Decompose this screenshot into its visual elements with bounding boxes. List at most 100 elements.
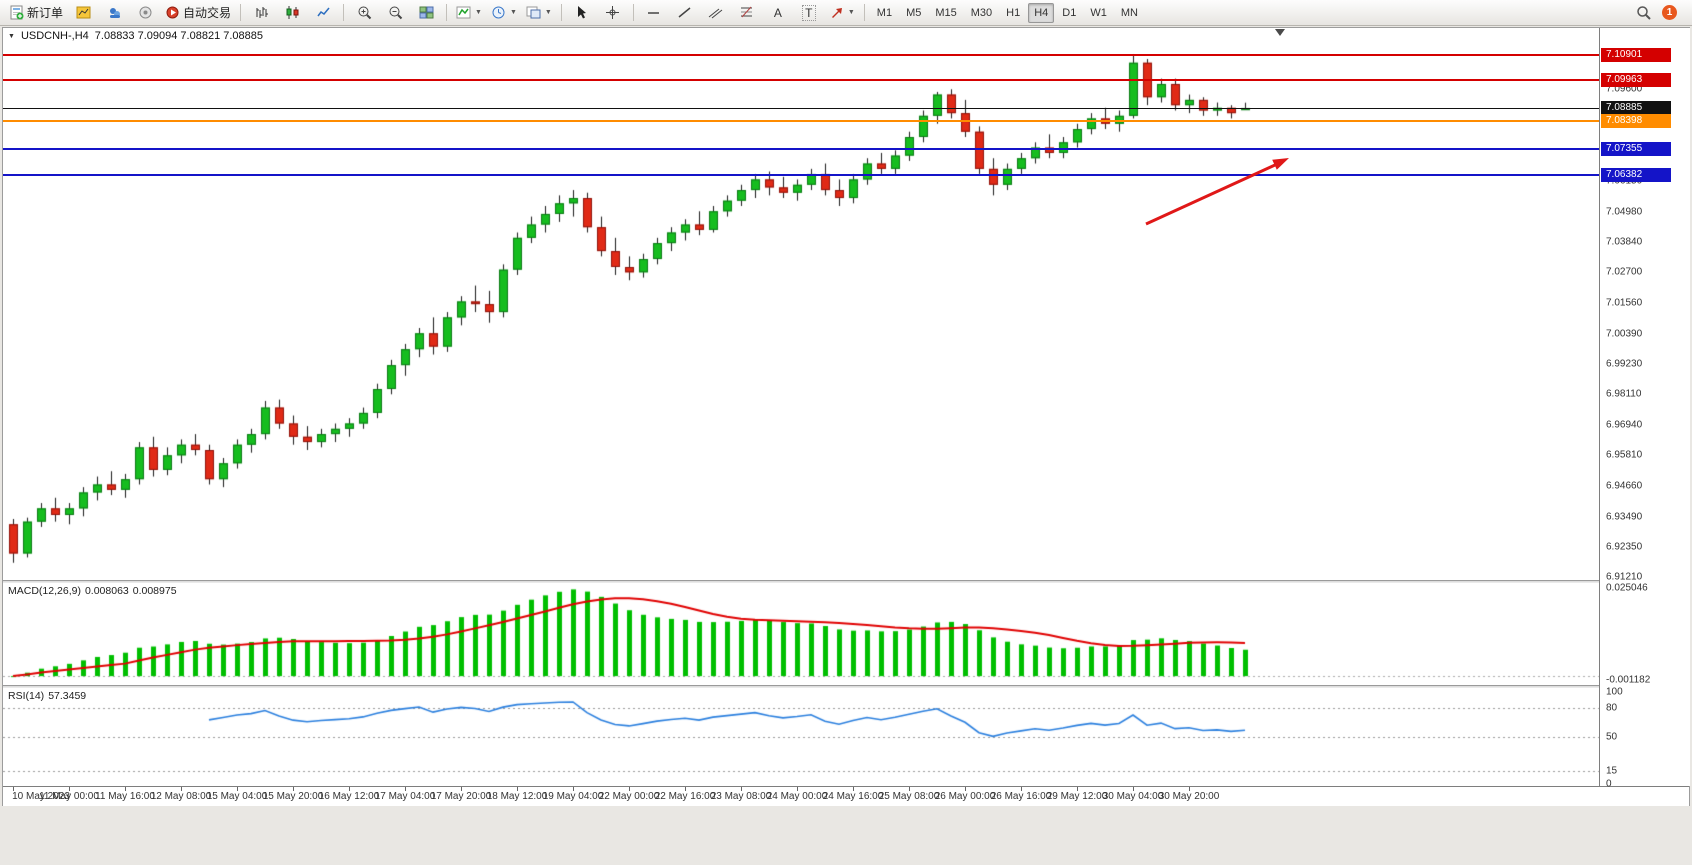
price-axis-label: 7.01560 [1606,297,1643,309]
zoom-in-icon [358,6,371,20]
chart-window: ▼ USDCNH-,H4 7.08833 7.09094 7.08821 7.0… [2,27,1690,806]
autotrading-button[interactable]: 自动交易 [161,1,235,25]
time-axis[interactable]: 10 May 2023 11 May 00:00 11 May 16:00 12 Ma… [3,786,1689,806]
notification-badge[interactable]: 1 [1662,5,1677,20]
price-level-tag: 7.09963 [1601,72,1671,87]
time-axis-label: 12 May 08:00 [150,791,212,802]
timeframe-m1[interactable]: M1 [876,6,893,19]
templates-icon [526,6,541,19]
trendline-icon [678,7,691,18]
current-price-tag: 7.08885 [1601,101,1671,116]
time-axis-tick [1133,787,1134,791]
time-axis-tick [573,787,574,791]
candlestick-chart-button[interactable] [277,1,307,25]
channel-button[interactable] [701,1,731,25]
timeframe-d1[interactable]: D1 [1062,6,1077,19]
text-button[interactable]: A [763,1,793,25]
panel-divider[interactable] [3,580,1689,583]
crosshair-button[interactable] [598,1,628,25]
cursor-button[interactable] [567,1,597,25]
price-level-line[interactable] [3,120,1599,123]
time-axis-tick [797,787,798,791]
trend-arrow-annotation[interactable] [1123,146,1303,238]
timeframe-h4[interactable]: H4 [1028,2,1055,23]
line-chart-button[interactable] [308,1,338,25]
horizontal-line-icon [648,12,660,14]
price-axis-label: 7.03840 [1606,236,1643,248]
new-order-button[interactable]: 新订单 [5,1,67,25]
toolbar-separator [632,4,634,21]
timeframe-w1[interactable]: W1 [1090,6,1107,19]
templates-button[interactable]: ▼ [522,1,556,25]
symbol-period-label: USDCNH-,H4 [20,30,89,42]
time-axis-tick [909,787,910,791]
main-chart-panel[interactable]: ▼ USDCNH-,H4 7.08833 7.09094 7.08821 7.0… [3,28,1599,580]
time-axis-label: 11 May 00:00 [39,791,99,802]
price-level-line[interactable] [3,173,1599,176]
text-label-button[interactable]: T [794,1,824,25]
toolbar-separator [446,4,448,21]
crosshair-icon [606,6,620,19]
price-level-line[interactable] [3,78,1599,81]
macd-canvas[interactable] [3,583,1599,685]
time-axis-tick [125,787,126,791]
price-axis-label: 6.94660 [1606,480,1643,492]
time-axis-label: 19 May 04:00 [542,791,604,802]
time-axis-label: 15 May 04:00 [206,791,268,802]
timeframe-m30[interactable]: M30 [970,6,993,19]
search-icon[interactable] [1636,5,1652,21]
zoom-in-button[interactable] [349,1,379,25]
time-axis-label: 22 May 16:00 [654,791,716,802]
price-scale[interactable]: 7.107407.096007.084507.073107.061507.049… [1599,28,1690,790]
trendline-button[interactable] [670,1,700,25]
time-axis-tick [1021,787,1022,791]
text-tool-icon: A [773,5,782,20]
rsi-canvas[interactable] [3,688,1599,786]
zoom-out-icon [389,6,402,20]
toolbar-separator [863,4,865,21]
new-order-icon [10,5,24,20]
time-axis-tick [293,787,294,791]
macd-axis-label: 0.025046 [1606,582,1648,594]
zoom-out-button[interactable] [380,1,410,25]
tile-windows-button[interactable] [411,1,441,25]
cursor-icon [578,6,587,19]
rsi-label: RSI(14) 57.3459 [8,690,87,702]
profiles-button[interactable] [99,1,129,25]
arrow-tools-button[interactable]: ▼ [825,1,859,25]
timeframe-group: M1 M5 M15 M30 H1 H4 D1 W1 MN [870,2,1145,23]
price-level-tag: 7.08398 [1601,114,1671,129]
chart-title: ▼ USDCNH-,H4 7.08833 7.09094 7.08821 7.0… [8,30,263,42]
indicators-button[interactable]: ▼ [452,1,486,25]
timeframe-h1[interactable]: H1 [1006,6,1021,19]
indicators-icon [456,6,471,19]
timeframe-m15[interactable]: M15 [935,6,957,19]
new-chart-button[interactable] [68,1,98,25]
autotrading-label: 自动交易 [183,6,232,20]
metaeditor-button[interactable] [130,1,160,25]
macd-panel[interactable]: MACD(12,26,9) 0.008063 0.008975 [3,583,1599,685]
fibonacci-button[interactable] [732,1,762,25]
time-axis-tick [461,787,462,791]
time-axis-tick [853,787,854,791]
toolbar-right-group: 1 [1636,5,1687,21]
candlestick-canvas[interactable] [3,28,1599,580]
panel-divider[interactable] [3,685,1689,688]
ohlc-collapse-arrow[interactable]: ▼ [8,32,15,40]
timeframe-mn[interactable]: MN [1120,6,1138,19]
line-chart-icon [316,7,330,17]
time-axis-label: 11 May 16:00 [95,791,155,802]
timeframe-m5[interactable]: M5 [906,6,922,19]
time-axis-tick [965,787,966,791]
current-price-line[interactable] [3,107,1599,109]
toolbar-separator [240,4,242,21]
dropdown-arrow-icon: ▼ [475,9,482,16]
price-level-line[interactable] [3,53,1599,56]
periods-button[interactable]: ▼ [487,1,521,25]
price-level-line[interactable] [3,147,1599,150]
chart-shift-marker[interactable] [1275,29,1285,36]
bar-chart-button[interactable] [246,1,276,25]
dropdown-arrow-icon: ▼ [544,9,552,16]
rsi-panel[interactable]: RSI(14) 57.3459 [3,688,1599,786]
horizontal-line-button[interactable] [639,1,669,25]
